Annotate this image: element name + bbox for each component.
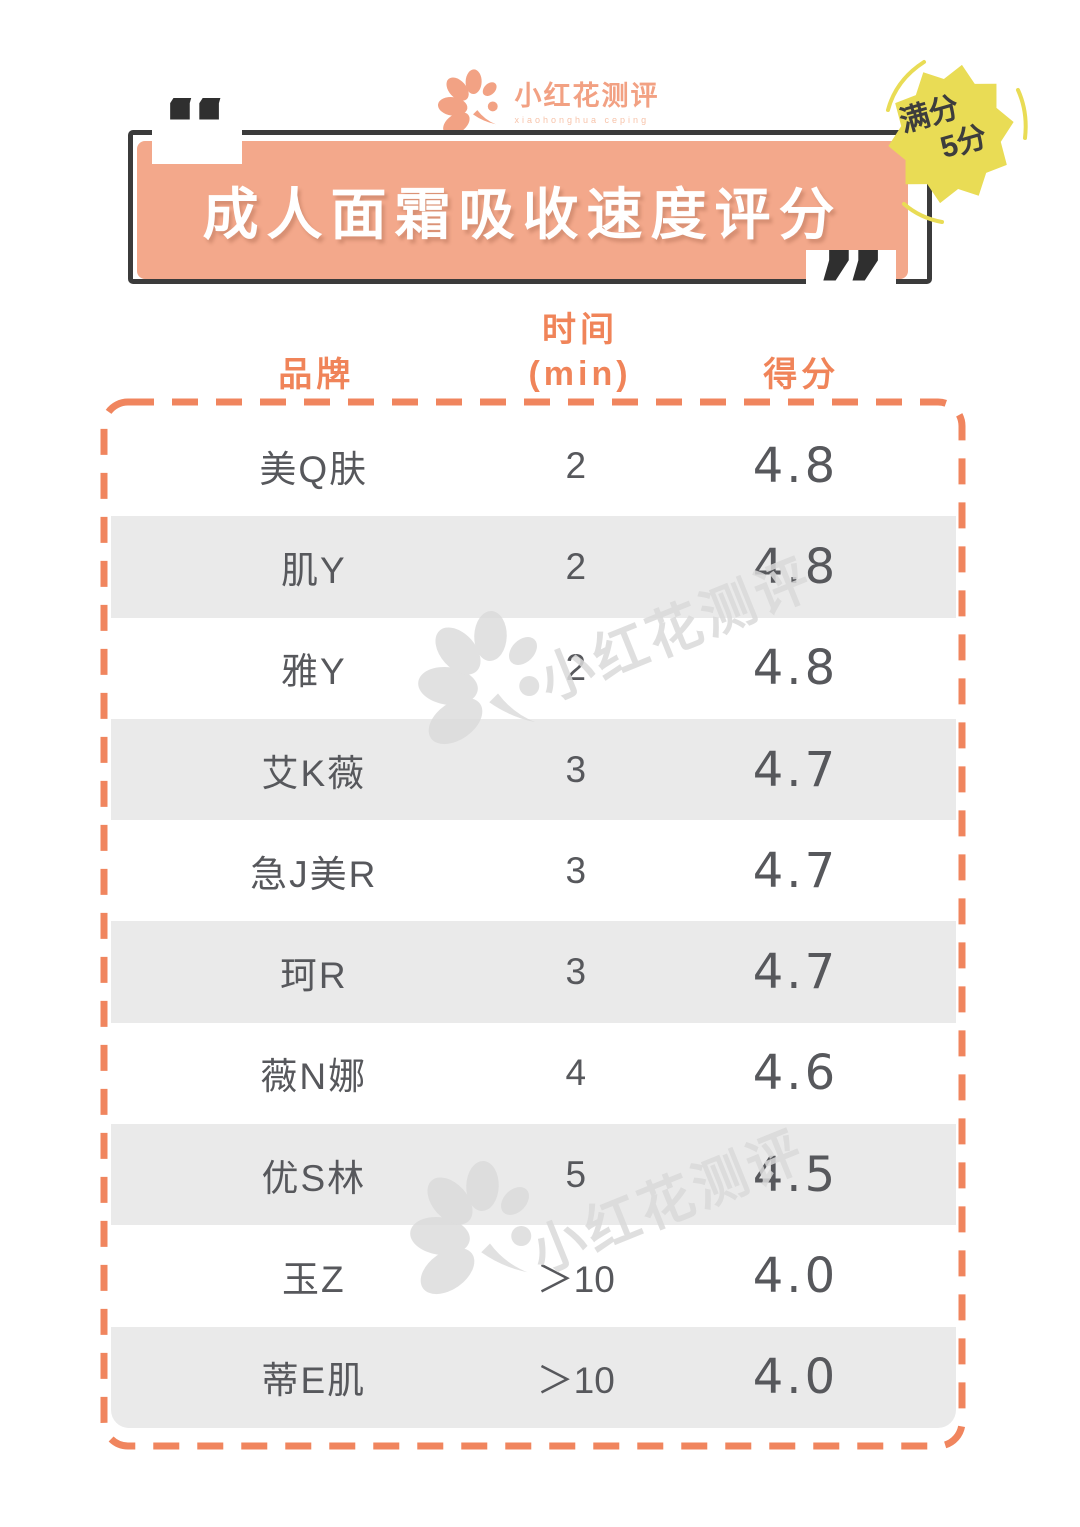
brand-cell: 肌Y — [280, 549, 347, 591]
table-row: 玉Z ＞10 4.0 — [111, 1225, 956, 1326]
brand-cell: 优S林 — [261, 1157, 367, 1199]
logo-text-block: 小红花测评 xiaohonghua ceping — [515, 74, 660, 125]
score-cell: 4.8 — [752, 538, 839, 595]
table-header: 品牌 时间 (min) 得分 — [112, 298, 963, 402]
column-header-brand: 品牌 — [278, 356, 355, 394]
score-cell: 4.8 — [752, 640, 839, 697]
table-row: 优S林 5 4.5 — [111, 1124, 956, 1226]
table-row: 艾K薇 3 4.7 — [111, 718, 956, 821]
time-cell: 3 — [565, 951, 587, 993]
time-cell: 2 — [565, 444, 587, 486]
table-row: 美Q肤 2 4.8 — [111, 415, 956, 516]
table-row: 薇N娜 4 4.6 — [111, 1023, 956, 1124]
time-cell: 4 — [565, 1052, 587, 1094]
ratings-table: 美Q肤 2 4.8 肌Y 2 4.8 雅Y 2 4.8 艾K薇 3 4.7 急J美R 3 4.7 珂R 3 4.7… — [100, 398, 966, 1450]
brand-cell: 艾K薇 — [261, 752, 367, 794]
brand-cell: 玉Z — [281, 1259, 346, 1301]
time-cell: 5 — [565, 1153, 587, 1195]
time-cell: ＞10 — [536, 1360, 615, 1402]
column-header-time-unit: (min) — [528, 355, 632, 393]
score-cell: 4.0 — [752, 1248, 839, 1305]
table-row: 急J美R 3 4.7 — [111, 820, 956, 921]
table-body: 美Q肤 2 4.8 肌Y 2 4.8 雅Y 2 4.8 艾K薇 3 4.7 急J美R 3 4.7 珂R 3 4.7… — [111, 415, 956, 1428]
brand-cell: 雅Y — [280, 651, 347, 693]
score-cell: 4.5 — [752, 1146, 839, 1203]
score-cell: 4.0 — [752, 1349, 839, 1406]
logo-tagline: xiaohonghua ceping — [514, 114, 650, 125]
table-row: 肌Y 2 4.8 — [111, 516, 956, 618]
page-title: 成人面霜吸收速度评分 — [202, 182, 843, 246]
close-quote-icon: ” — [806, 250, 896, 320]
score-cell: 4.6 — [752, 1045, 839, 1102]
brand-cell: 蒂E肌 — [261, 1360, 367, 1402]
time-cell: 3 — [565, 849, 587, 891]
brand-logo: 小红花测评 xiaohonghua ceping — [0, 62, 1080, 136]
column-header-score: 得分 — [763, 356, 840, 394]
flower-icon — [437, 69, 498, 136]
brand-cell: 薇N娜 — [260, 1056, 368, 1098]
time-cell: 3 — [565, 748, 587, 790]
logo-name: 小红花测评 — [514, 80, 660, 111]
score-cell: 4.8 — [752, 437, 839, 494]
time-cell: ＞10 — [536, 1259, 615, 1301]
table-row: 蒂E肌 ＞10 4.0 — [111, 1326, 956, 1428]
brand-cell: 珂R — [279, 955, 348, 997]
title-banner: 成人面霜吸收速度评分 “ ” — [128, 98, 932, 320]
table-row: 雅Y 2 4.8 — [111, 618, 956, 719]
max-score-badge: 满分 5分 — [878, 52, 1028, 224]
table-row: 珂R 3 4.7 — [111, 921, 956, 1023]
column-header-time-label: 时间 — [542, 311, 619, 349]
title-banner-fill: 成人面霜吸收速度评分 — [137, 141, 908, 279]
brand-cell: 美Q肤 — [259, 448, 369, 490]
column-header-time: 时间 (min) — [520, 308, 639, 402]
dashed-border — [100, 398, 966, 1450]
brand-cell: 急J美R — [250, 853, 378, 895]
open-quote-icon: “ — [152, 98, 242, 164]
time-cell: 2 — [565, 545, 587, 587]
score-cell: 4.7 — [752, 842, 839, 899]
badge-accent-lines — [886, 60, 1028, 224]
title-banner-outline — [128, 130, 932, 284]
score-cell: 4.7 — [752, 944, 839, 1001]
score-cell: 4.7 — [752, 741, 839, 798]
time-cell: 2 — [565, 647, 587, 689]
